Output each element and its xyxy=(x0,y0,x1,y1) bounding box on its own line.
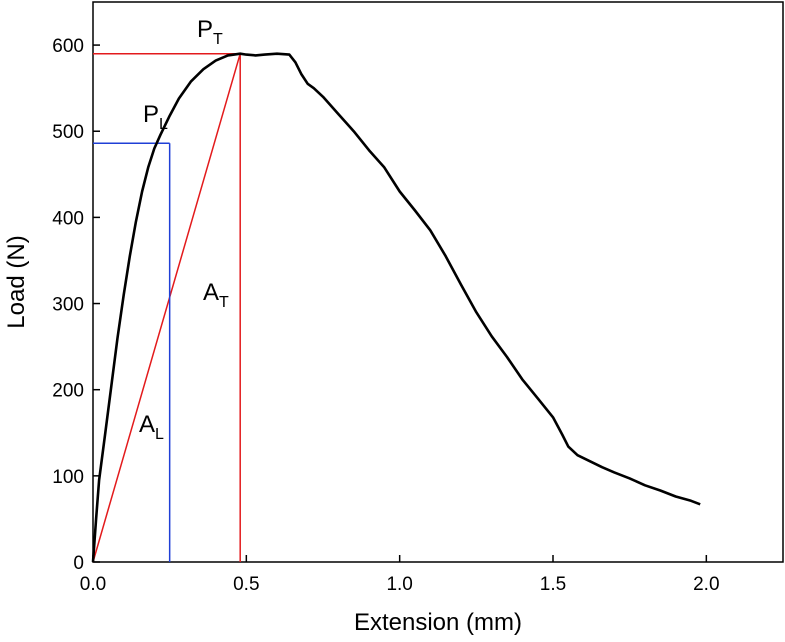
annotation-pl: PL xyxy=(143,101,168,133)
y-tick-label: 100 xyxy=(52,467,84,488)
annotation-pt-letter: P xyxy=(197,16,213,43)
y-tick-label: 200 xyxy=(52,381,84,402)
y-tick-label: 500 xyxy=(52,122,84,143)
load-curve xyxy=(91,52,701,563)
ticks: 0.0 0.5 1.0 1.5 2.0 0 100 200 300 400 500 600 xyxy=(52,36,719,595)
y-tick-label: 300 xyxy=(52,295,84,316)
y-axis-title: Load (N) xyxy=(3,235,30,328)
annotation-pt: PT xyxy=(197,16,223,48)
annotation-pl-sub: L xyxy=(159,116,168,133)
annotation-at: AT xyxy=(203,279,229,311)
x-tick-label: 0.0 xyxy=(80,574,106,595)
x-tick-label: 0.5 xyxy=(233,574,259,595)
x-tick-label: 1.5 xyxy=(540,574,566,595)
x-tick-label: 2.0 xyxy=(693,574,719,595)
annotation-at-sub: T xyxy=(219,294,229,311)
plot-frame xyxy=(92,1,784,563)
annotation-al: AL xyxy=(139,411,164,443)
annotation-at-letter: A xyxy=(203,279,219,306)
x-tick-label: 1.0 xyxy=(386,574,412,595)
annotation-al-sub: L xyxy=(155,426,164,443)
annotation-pl-letter: P xyxy=(143,101,159,128)
y-tick-label: 0 xyxy=(73,553,84,574)
annotation-pt-sub: T xyxy=(213,31,223,48)
annotation-al-letter: A xyxy=(139,411,155,438)
reference-lines xyxy=(92,52,241,563)
at-diagonal-line xyxy=(92,53,241,563)
x-axis-title: Extension (mm) xyxy=(354,609,522,636)
y-tick-label: 400 xyxy=(52,208,84,229)
y-tick-label: 600 xyxy=(52,36,84,57)
